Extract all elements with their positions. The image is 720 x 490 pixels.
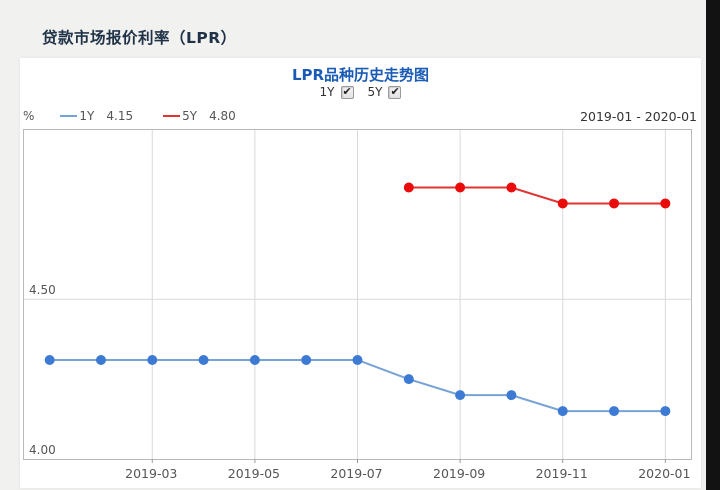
- x-axis-tick-label: 2019-07: [330, 466, 383, 481]
- data-point-1Y-2019-07: [352, 354, 363, 365]
- y-axis-tick-label: 4.00: [29, 443, 56, 457]
- data-point-1Y-2019-04: [198, 354, 209, 365]
- screen-edge-bar: [706, 0, 720, 490]
- data-point-5Y-2019-08: [403, 182, 414, 193]
- data-point-5Y-2019-11: [557, 198, 568, 209]
- legend-name-5y: 5Y: [182, 109, 198, 123]
- legend-value-5y: 4.80: [209, 109, 236, 123]
- data-point-1Y-2019-06: [301, 354, 312, 365]
- data-point-1Y-2019-03: [147, 354, 158, 365]
- x-axis-tick-label: 2019-11: [535, 466, 588, 481]
- y-axis-unit-label: %: [23, 109, 35, 123]
- x-axis-tick-label: 2019-05: [227, 466, 280, 481]
- data-point-5Y-2019-09: [455, 182, 466, 193]
- plot-area: 4.00 4.50: [23, 129, 692, 463]
- legend-line-5y-icon: [163, 115, 181, 117]
- x-axis-tick-label: 2019-09: [432, 466, 486, 481]
- data-point-1Y-2019-02: [95, 354, 106, 365]
- checkbox-label-1y: 1Y: [319, 85, 335, 99]
- legend-name-1y: 1Y: [79, 109, 95, 123]
- checkbox-1y[interactable]: [340, 85, 354, 99]
- data-point-5Y-2019-12: [609, 198, 620, 209]
- y-axis-tick-label: 4.50: [29, 283, 56, 298]
- data-point-5Y-2020-01: [660, 198, 671, 209]
- date-range-label: 2019-01 - 2020-01: [580, 109, 697, 124]
- page-title: 贷款市场报价利率（LPR）: [42, 29, 237, 47]
- x-axis-labels: 2019-03 2019-05 2019-07 2019-09 2019-11 2020-…: [23, 466, 692, 482]
- data-point-1Y-2019-05: [249, 354, 260, 365]
- legend-line-1y-icon: [60, 115, 78, 117]
- legend-value-1y: 4.15: [106, 109, 134, 123]
- data-point-1Y-2019-01: [44, 354, 55, 365]
- data-point-1Y-2019-09: [455, 390, 466, 401]
- chart-legend: % 1Y 4.15 5Y 4.80: [23, 109, 266, 123]
- data-point-1Y-2019-11: [557, 406, 568, 417]
- chart-card: LPR品种历史走势图 1Y 5Y % 1Y 4.15 5Y 4.80 2019-…: [20, 58, 701, 488]
- data-point-1Y-2019-10: [506, 390, 517, 401]
- x-axis-tick-label: 2020-01: [638, 466, 691, 481]
- data-point-1Y-2019-08: [403, 374, 414, 385]
- data-point-1Y-2020-01: [660, 406, 671, 417]
- checkbox-label-5y: 5Y: [367, 85, 383, 99]
- chart-title: LPR品种历史走势图: [291, 66, 430, 84]
- x-axis-tick-label: 2019-03: [125, 466, 178, 481]
- checkbox-5y[interactable]: [388, 85, 402, 99]
- data-point-1Y-2019-12: [609, 406, 620, 417]
- data-point-5Y-2019-10: [506, 182, 517, 193]
- series-toggle-row: 1Y 5Y: [20, 85, 701, 99]
